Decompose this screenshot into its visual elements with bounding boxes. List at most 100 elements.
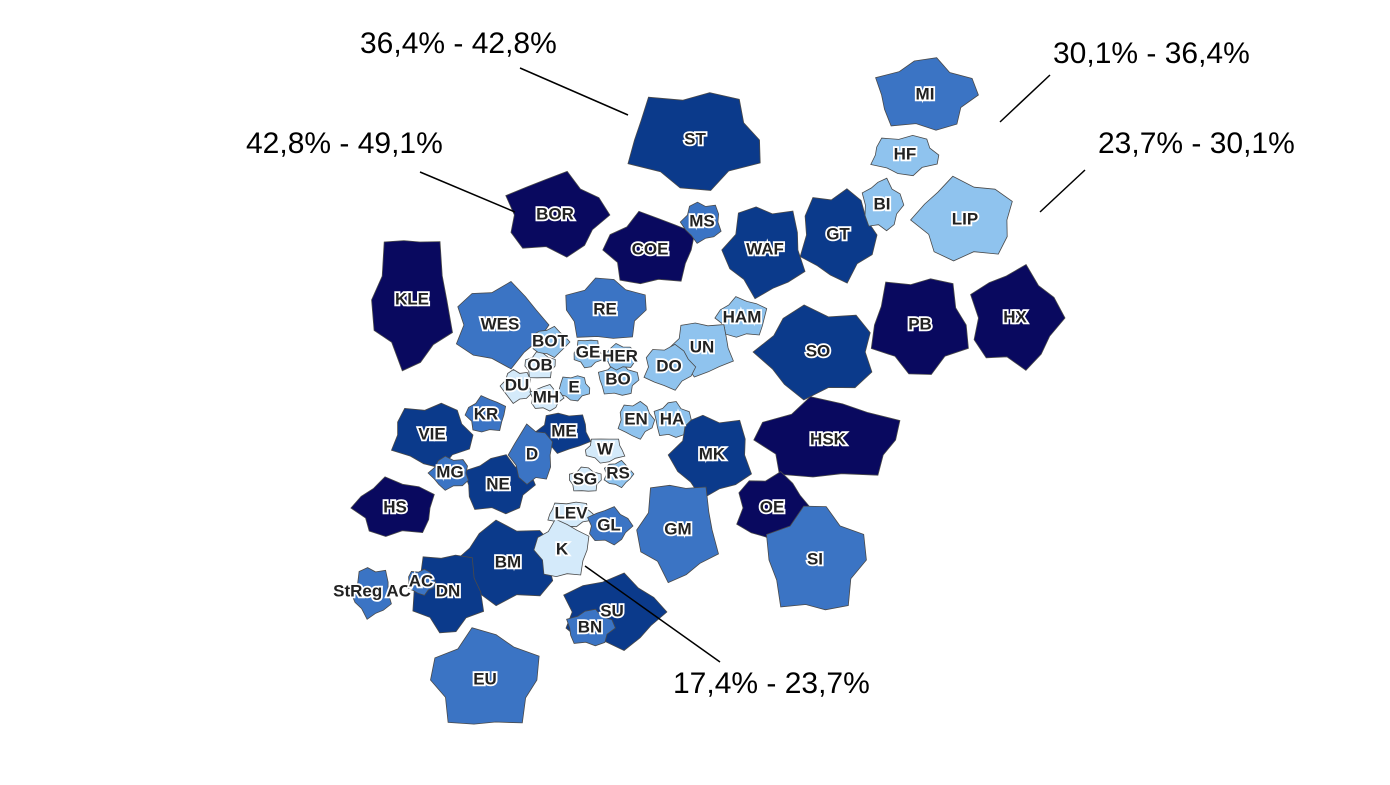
district-region [643, 343, 697, 391]
district-label: EU [473, 669, 497, 688]
district-region [603, 459, 635, 489]
district-region [430, 627, 540, 725]
district-region [406, 568, 437, 596]
district-label: RS [606, 463, 630, 482]
district-region [875, 57, 979, 131]
district-label: E [568, 377, 579, 396]
district-region [350, 476, 435, 537]
district-region [752, 304, 873, 401]
district-label: ST [684, 129, 706, 148]
district-region [427, 455, 469, 491]
district-label: NE [486, 474, 510, 493]
district-label: LEV [554, 503, 588, 522]
district-label: KLE [395, 289, 429, 308]
district-label: GL [597, 515, 621, 534]
district-label: MH [533, 387, 559, 406]
district-label: LIP [952, 209, 978, 228]
district-region [627, 92, 761, 191]
district-label: DU [505, 375, 530, 394]
district-region [617, 400, 656, 440]
district-label: EN [624, 409, 648, 428]
district-label: KR [474, 404, 499, 423]
district-label: HER [602, 346, 638, 365]
district-label: BM [495, 552, 521, 571]
district-label: GM [664, 519, 691, 538]
district-region [653, 401, 692, 438]
district-label: MG [436, 462, 463, 481]
district-region [464, 395, 507, 433]
district-region [565, 277, 647, 339]
district-region [499, 369, 532, 404]
district-region [721, 206, 806, 300]
district-region [870, 134, 940, 177]
district-label: WAF [746, 239, 784, 258]
district-region [371, 240, 453, 372]
district-region [587, 506, 634, 546]
district-label: COE [632, 239, 669, 258]
district-label: RE [593, 299, 617, 318]
district-label: SO [806, 341, 831, 360]
district-label: HS [383, 497, 407, 516]
district-region [505, 170, 611, 258]
district-region [529, 384, 565, 412]
district-region [557, 375, 591, 402]
district-label: HA [660, 409, 685, 428]
district-region [753, 396, 901, 478]
district-label: D [526, 444, 538, 463]
leader-line [999, 74, 1051, 123]
district-label: BO [605, 369, 631, 388]
district-region [766, 505, 867, 611]
district-region [566, 608, 616, 647]
district-label: OE [760, 497, 785, 516]
district-region [524, 351, 556, 379]
district-label: SU [600, 601, 624, 620]
legend-label: 23,7% - 30,1% [1098, 127, 1295, 160]
district-label: VIE [418, 424, 445, 443]
district-label: GE [576, 342, 601, 361]
district-label: MK [699, 444, 726, 463]
district-label: UN [690, 337, 715, 356]
district-region [910, 175, 1013, 262]
district-region [507, 423, 553, 485]
leader-line [419, 171, 516, 213]
district-region [533, 518, 590, 578]
district-region [532, 325, 571, 358]
district-label: K [556, 539, 569, 558]
legend-label: 30,1% - 36,4% [1053, 37, 1250, 70]
district-label: SG [573, 469, 598, 488]
district-region [799, 188, 878, 284]
leader-line [584, 565, 721, 663]
legend-label: 36,4% - 42,8% [360, 27, 557, 60]
district-label: OB [527, 355, 553, 374]
district-label: MI [916, 84, 935, 103]
district-region [861, 177, 905, 232]
district-label: WES [481, 314, 520, 333]
district-label: HAM [723, 307, 762, 326]
district-region [569, 466, 602, 492]
district-label: HX [1003, 307, 1027, 326]
district-label: W [597, 439, 614, 458]
district-label: MS [689, 211, 715, 230]
district-label: BN [578, 617, 603, 636]
district-label: HF [894, 144, 917, 163]
district-region [714, 296, 768, 338]
district-region [573, 339, 603, 369]
district-label: PB [908, 314, 932, 333]
district-label: BOR [536, 204, 574, 223]
district-label: AC [409, 571, 434, 590]
district-region [667, 414, 752, 500]
district-label: BOT [532, 331, 569, 350]
legend: 17,4% - 23,7% 23,7% - 30,1% 30,1% - 36,4% 3… [246, 27, 1295, 700]
district-label: DN [436, 581, 461, 600]
district-region [870, 278, 969, 375]
leader-line [519, 67, 629, 116]
district-region [597, 363, 640, 396]
district-label: DO [656, 356, 682, 375]
district-label: BI [874, 194, 891, 213]
district-region [679, 201, 722, 244]
district-label: HSK [810, 429, 847, 448]
district-region [584, 438, 626, 464]
leader-line [1039, 169, 1086, 213]
